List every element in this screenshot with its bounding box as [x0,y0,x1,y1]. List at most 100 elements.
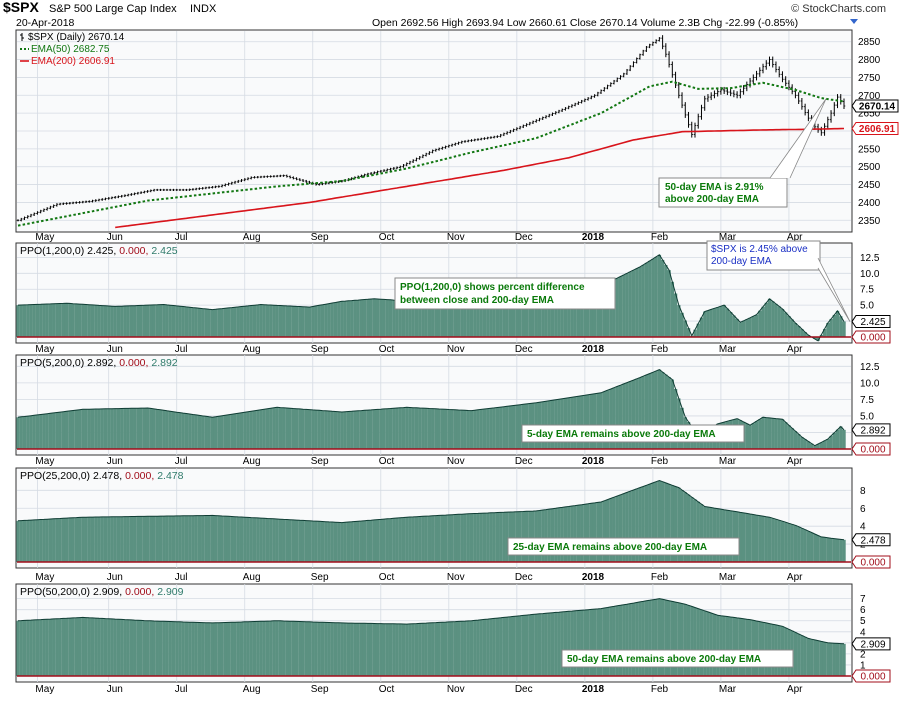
ppo-histogram-bar [816,535,820,562]
chevron-down-icon[interactable] [850,19,858,24]
ppo-histogram-bar [97,305,101,337]
ppo-histogram-bar [220,515,224,562]
ppo-histogram-bar [664,265,668,337]
ppo-histogram-bar [58,518,62,562]
ppo-histogram-bar [434,300,438,337]
x-tick-label: Nov [447,572,465,583]
x-tick-label: May [35,572,54,583]
ppo-histogram-bar [541,510,545,562]
ppo-histogram-bar [644,262,649,337]
ppo-histogram-bar [307,307,312,337]
ppo-note-text: 5-day EMA remains above 200-day EMA [527,429,716,440]
ppo-histogram-bar [97,618,101,676]
ppo-histogram-bar [573,292,577,337]
ppo-histogram-bar [842,539,846,562]
ppo-histogram-bar [411,301,415,337]
ppo-histogram-bar [194,515,198,562]
ppo-histogram-bar [259,409,263,449]
x-tick-label: Apr [787,344,803,355]
ppo-histogram-bar [155,409,159,449]
ppo-histogram-bar [39,519,43,562]
legend-entry: $SPX (Daily) 2670.14 [28,32,125,43]
ppo-histogram-bar [664,600,668,676]
ppo-histogram-bar [74,410,79,449]
legend-entry: EMA(200) 2606.91 [31,56,115,67]
ppo-histogram-bar [573,505,577,562]
ppo-histogram-bar [61,618,66,676]
price-y-tick-label: 2450 [858,180,881,191]
ppo-histogram-bar [576,505,581,562]
ppo-histogram-bar [356,300,360,337]
ppo-histogram-bar [68,303,72,337]
ppo-histogram-bar [644,374,649,449]
ppo-histogram-bar [735,617,739,676]
ppo-histogram-bar [201,415,205,449]
ppo-histogram-bar [64,303,69,337]
ppo-histogram-bar [369,409,373,449]
x-tick-label: Dec [515,684,533,695]
ppo-label-signal: 0.000, [119,245,151,257]
ppo-histogram-bar [314,622,318,676]
ppo-histogram-bar [178,306,182,337]
ppo-histogram-bar [644,485,649,562]
ppo-histogram-bar [580,504,584,562]
ppo-histogram-bar [534,614,538,676]
ppo-histogram-bar [631,380,636,449]
ppo-histogram-bar [793,525,798,562]
ppo-histogram-bar [291,306,296,337]
ppo-histogram-bar [512,299,516,337]
ppo-histogram-bar [239,517,244,562]
x-tick-label: Aug [243,572,261,583]
ppo-histogram-bar [48,519,53,562]
ppo-histogram-bar [787,315,791,337]
ppo-histogram-bar [411,623,415,676]
ppo-histogram-bar [32,304,36,337]
ppo-histogram-bar [301,621,305,676]
ppo-histogram-bar [745,619,749,676]
ppo-histogram-bar [495,512,500,562]
x-tick-label: Sep [311,232,329,243]
ppo-histogram-bar [298,408,302,449]
ppo-histogram-bar [32,415,36,449]
ppo-histogram-bar [68,618,72,676]
ppo-histogram-bar [777,418,781,449]
ppo-histogram-bar [100,618,104,676]
x-tick-label: Mar [719,232,737,243]
ppo-histogram-bar [388,299,393,337]
ppo-histogram-bar [16,520,20,562]
ppo-histogram-bar [806,531,811,562]
ppo-histogram-bar [123,619,127,676]
ppo-histogram-bar [631,490,636,562]
ppo-histogram-bar [100,516,104,562]
ppo-histogram-bar [810,639,814,676]
ppo-note-text: 25-day EMA remains above 200-day EMA [513,542,707,553]
ppo-histogram-bar [427,408,432,449]
x-tick-label: Oct [379,344,395,355]
ppo-histogram-bar [84,617,88,676]
ppo-histogram-bar [813,445,817,449]
ppo-histogram-bar [401,517,406,562]
ppo-histogram-bar [670,485,675,562]
ppo-histogram-bar [450,409,454,449]
ppo-histogram-bar [145,516,150,562]
ppo-histogram-bar [803,439,807,449]
ppo-histogram-bar [184,306,189,337]
ppo-histogram-bar [567,294,571,337]
ppo-histogram-bar [414,516,419,562]
ppo-histogram-bar [197,308,202,337]
ppo-histogram-bar [369,299,373,337]
ppo-histogram-bar [664,374,668,449]
ppo-histogram-bar [110,618,114,676]
x-tick-label: Nov [447,232,465,243]
ppo-histogram-bar [797,434,801,449]
ppo-histogram-bar [683,604,687,676]
ppo-histogram-bar [499,407,503,449]
ppo-histogram-bar [421,408,425,449]
ppo-histogram-bar [162,410,166,449]
ppo-histogram-bar [149,620,153,676]
ppo-histogram-bar [55,303,59,337]
ppo-histogram-bar [39,304,43,337]
ppo-histogram-bar [583,609,587,676]
